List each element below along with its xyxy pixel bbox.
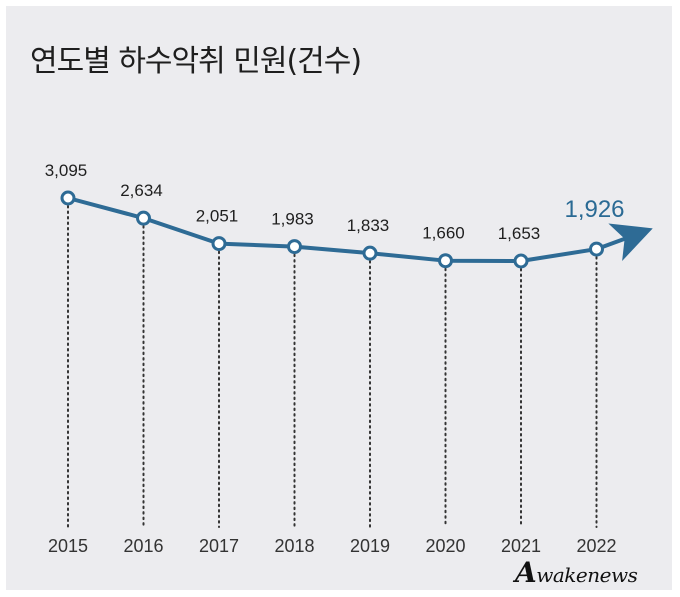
x-tick-label-2018: 2018 (274, 536, 314, 556)
value-label-2017: 2,051 (196, 207, 239, 226)
chart-panel (6, 6, 672, 590)
x-tick-label-2020: 2020 (425, 536, 465, 556)
data-point-2022 (589, 241, 604, 257)
data-point-2021 (513, 253, 529, 269)
value-label-2016: 2,634 (120, 181, 163, 200)
x-tick-label-2017: 2017 (199, 536, 239, 556)
x-tick-label-2015: 2015 (48, 536, 88, 556)
x-tick-label-2019: 2019 (350, 536, 390, 556)
value-label-2015: 3,095 (45, 161, 88, 180)
watermark-logo: Awakenews (515, 556, 638, 589)
data-point-2015 (60, 190, 76, 206)
data-point-2018 (287, 239, 302, 255)
data-point-2020 (438, 253, 453, 269)
trend-line (67, 196, 597, 263)
value-label-2021: 1,653 (498, 224, 541, 243)
x-tick-label-2022: 2022 (576, 536, 616, 556)
x-tick-label-2021: 2021 (501, 536, 541, 556)
x-tick-label-2016: 2016 (123, 536, 163, 556)
data-point-2017 (211, 236, 227, 252)
data-point-2019 (362, 245, 378, 261)
value-label-2020: 1,660 (422, 224, 465, 243)
value-label-2018: 1,983 (271, 210, 314, 229)
value-label-2019: 1,833 (347, 216, 390, 235)
value-label-2022: 1,926 (564, 196, 624, 223)
data-point-2016 (136, 210, 151, 226)
chart-title: 연도별 하수악취 민원(건수) (30, 44, 362, 79)
